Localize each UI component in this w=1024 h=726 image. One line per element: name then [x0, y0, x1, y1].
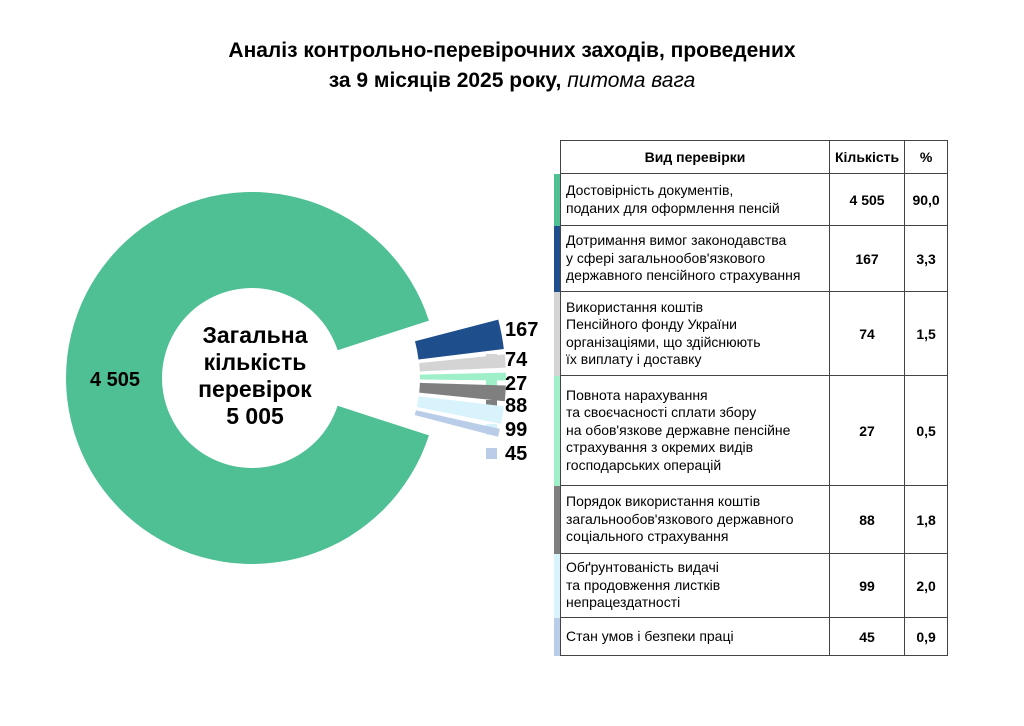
slice-marker-45: [486, 448, 497, 459]
donut-center-label: Загальна кількість перевірок 5 005: [180, 322, 330, 430]
table-row: Порядок використання коштів загальнообов'…: [554, 485, 949, 554]
row-name-line: загальнообов'язкового державного: [566, 510, 794, 527]
row-percent: 2,0: [904, 553, 949, 618]
slice-4505: [65, 191, 429, 565]
center-total: 5 005: [226, 403, 284, 429]
row-name-line: Обґрунтованість видачі: [566, 559, 719, 576]
row-percent: 1,5: [904, 291, 949, 376]
table-row: Повнота нарахування та своєчасності сплат…: [554, 375, 949, 486]
table-row: Дотримання вимог законодавства у сфері за…: [554, 225, 949, 292]
table-row: Використання коштів Пенсійного фонду Укра…: [554, 291, 949, 376]
row-name-line: поданих для оформлення пенсій: [566, 199, 780, 216]
row-count: 45: [828, 617, 906, 656]
row-name-line: Використання коштів: [566, 298, 704, 315]
row-name-line: Дотримання вимог законодавства: [566, 232, 787, 249]
row-name-line: та продовження листків: [566, 576, 721, 593]
row-color-swatch: [554, 375, 561, 486]
header-count: Кількість: [828, 140, 906, 174]
table-body: Достовірність документів, поданих для офо…: [554, 173, 949, 656]
center-line-1: Загальна: [202, 322, 308, 348]
slice-99: [416, 396, 505, 424]
table-row: Достовірність документів, поданих для офо…: [554, 173, 949, 226]
row-color-swatch: [554, 225, 561, 292]
slice-27: [419, 372, 506, 381]
slice-167: [415, 319, 504, 360]
row-name-line: на обов'язкове державне пенсійне: [566, 421, 791, 438]
row-color-swatch: [554, 485, 561, 554]
row-count: 167: [828, 225, 906, 292]
title-line-2-bold: за 9 місяців 2025 року,: [328, 69, 562, 92]
slice-label-99: 99: [505, 419, 527, 441]
slice-label-74: 74: [505, 349, 528, 371]
row-percent: 90,0: [904, 173, 949, 226]
row-color-swatch: [554, 173, 561, 226]
slice-marker-167: [486, 324, 497, 335]
center-line-2: кількість: [203, 349, 307, 375]
row-name-line: соціального страхування: [566, 528, 729, 545]
row-count: 27: [828, 375, 906, 486]
row-percent: 0,5: [904, 375, 949, 486]
row-count: 74: [828, 291, 906, 376]
row-name-line: їх виплату і доставку: [566, 351, 702, 367]
slice-marker-27: [486, 378, 497, 389]
row-color-swatch: [554, 553, 561, 618]
row-count: 99: [828, 553, 906, 618]
row-percent: 1,8: [904, 485, 949, 554]
slice-label-167: 167: [505, 319, 538, 341]
center-line-3: перевірок: [198, 376, 312, 402]
row-name-line: страхування з окремих видів: [566, 439, 754, 456]
title-line-2-italic: питома вага: [567, 69, 696, 92]
row-name: Дотримання вимог законодавства у сфері за…: [560, 225, 830, 292]
slice-45: [414, 410, 500, 437]
legend-table: Вид перевірки Кількість % Достовірність …: [554, 140, 949, 656]
slice-label-45: 45: [505, 443, 527, 465]
row-name-line: господарських операцій: [566, 456, 722, 473]
row-name-line: організаціями, що здійснюють: [566, 333, 761, 350]
row-name-line: та своєчасності сплати збору: [566, 404, 757, 421]
row-name: Обґрунтованість видачі та продовження лис…: [560, 553, 830, 618]
row-name: Стан умов і безпеки праці: [560, 617, 830, 656]
header-type: Вид перевірки: [560, 140, 830, 174]
row-name-line: Порядок використання коштів: [566, 493, 761, 510]
table-row: Обґрунтованість видачі та продовження лис…: [554, 553, 949, 618]
row-name: Повнота нарахування та своєчасності сплат…: [560, 375, 830, 486]
slice-label-27: 27: [505, 373, 527, 395]
row-color-swatch: [554, 291, 561, 376]
slice-label-main: 4 505: [90, 369, 140, 391]
table-header-row: Вид перевірки Кількість %: [554, 140, 949, 174]
row-count: 4 505: [828, 173, 906, 226]
slice-marker-74: [486, 354, 497, 365]
table-row: Стан умов і безпеки праці 45 0,9: [554, 617, 949, 656]
row-name-line: Стан умов і безпеки праці: [566, 627, 734, 644]
row-name-line: державного пенсійного страхування: [566, 267, 801, 284]
row-name: Порядок використання коштів загальнообов'…: [560, 485, 830, 554]
slice-88: [419, 382, 506, 402]
row-name-line: непрацездатності: [566, 594, 681, 611]
row-name-line: Достовірність документів,: [566, 182, 734, 198]
row-percent: 0,9: [904, 617, 949, 656]
title-line-1: Аналіз контрольно-перевірочних заходів, …: [228, 39, 796, 62]
row-name: Використання коштів Пенсійного фонду Укра…: [560, 291, 830, 376]
slice-74: [419, 354, 506, 372]
slice-label-88: 88: [505, 395, 527, 417]
row-name-line: Пенсійного фонду України: [566, 316, 738, 332]
title-line-2: за 9 місяців 2025 року, питома вага: [0, 66, 1024, 96]
row-name: Достовірність документів, поданих для офо…: [560, 173, 830, 226]
header-pct: %: [904, 140, 949, 174]
row-percent: 3,3: [904, 225, 949, 292]
row-name-line: Повнота нарахування: [566, 386, 708, 403]
row-count: 88: [828, 485, 906, 554]
chart-title: Аналіз контрольно-перевірочних заходів, …: [0, 36, 1024, 96]
legend-table-wrap: Вид перевірки Кількість % Достовірність …: [554, 140, 949, 656]
row-name-line: у сфері загальнообов'язкового: [566, 249, 766, 266]
row-color-swatch: [554, 617, 561, 656]
